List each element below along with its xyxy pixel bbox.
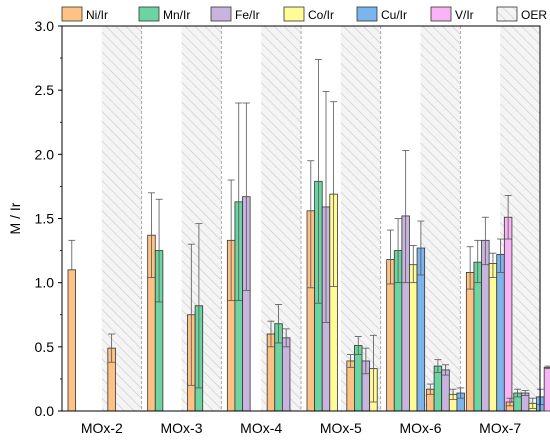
x-category-label: MOx-5 <box>320 420 362 436</box>
legend-swatch-ni-ir <box>61 6 83 22</box>
legend-label-ni-ir: Ni/Ir <box>86 8 108 22</box>
legend-swatch-co-ir <box>283 6 305 22</box>
bar-co-ir-mox-6 <box>409 264 418 412</box>
oer-bar-fe-ir-mox-4 <box>281 337 291 412</box>
legend: Ni/Ir Mn/Ir Fe/Ir Co/Ir Cu/Ir V/Ir OER <box>61 6 547 22</box>
legend-swatch-oer <box>496 6 518 22</box>
axes-layer: 0.0 0.5 1.0 1.5 2.0 2.5 3.0 MOx-2 MOx-3 MOx-4 MOx-… <box>7 18 541 436</box>
legend-label-mn-ir: Mn/Ir <box>163 8 190 22</box>
oer-bar-ni-ir-mox-5 <box>346 360 355 412</box>
y-tick-label: 2.5 <box>35 82 55 98</box>
legend-label-v-ir: V/Ir <box>455 8 474 22</box>
grid-layer <box>141 26 461 411</box>
legend-label-co-ir: Co/Ir <box>308 8 334 22</box>
legend-label-fe-ir: Fe/Ir <box>235 8 260 22</box>
bar-fe-ir-mox-7 <box>481 239 490 412</box>
y-tick-label: 1.0 <box>35 275 55 291</box>
x-category-label: MOx-3 <box>161 420 203 436</box>
y-axis-title: M / Ir <box>7 202 23 234</box>
legend-swatch-cu-ir <box>356 6 378 22</box>
oer-background-layer <box>101 26 540 411</box>
bar-mn-ir-mox-7 <box>473 261 482 412</box>
x-category-label: MOx-6 <box>400 420 442 436</box>
y-tick-label: 0.5 <box>35 339 55 355</box>
y-tick-label: 3.0 <box>35 18 55 34</box>
y-tick-label: 0.0 <box>35 403 55 419</box>
oer-background-band <box>101 26 142 411</box>
oer-bar-v-ir-mox-7 <box>543 366 550 412</box>
oer-background-band <box>420 26 461 411</box>
bar-cu-ir-mox-7 <box>496 254 505 412</box>
x-category-label: MOx-2 <box>81 420 123 436</box>
legend-label-cu-ir: Cu/Ir <box>381 8 407 22</box>
oer-bar-mn-ir-mox-5 <box>354 345 363 412</box>
legend-label-oer: OER <box>521 8 547 22</box>
bar-ni-ir-mox-2 <box>67 269 76 412</box>
legend-swatch-v-ir <box>430 6 452 22</box>
y-tick-label: 2.0 <box>35 146 55 162</box>
legend-swatch-mn-ir <box>138 6 160 22</box>
bar-v-ir-mox-7 <box>503 216 513 412</box>
x-category-label: MOx-7 <box>479 420 521 436</box>
bar-ni-ir-mox-7 <box>465 271 475 412</box>
oer-bar-fe-ir-mox-6 <box>441 369 450 412</box>
bar-co-ir-mox-7 <box>488 263 498 412</box>
x-category-label: MOx-4 <box>240 420 282 436</box>
legend-swatch-fe-ir <box>210 6 232 22</box>
y-tick-label: 1.5 <box>35 211 55 227</box>
